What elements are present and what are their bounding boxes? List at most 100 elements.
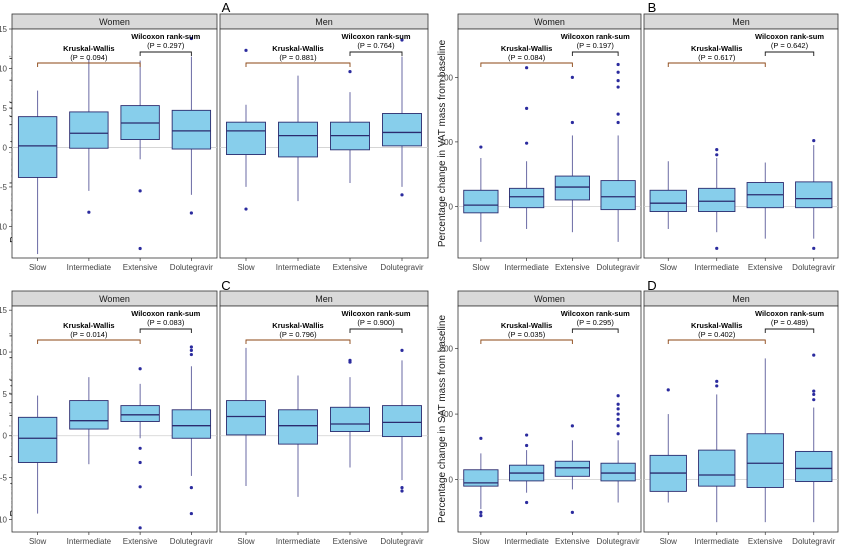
iqr-box bbox=[509, 187, 545, 209]
y-axis-label: Percentage change in VAT mass from basel… bbox=[437, 39, 448, 247]
box-dolutegravir bbox=[382, 38, 422, 197]
x-tick-label: Extensive bbox=[333, 263, 368, 272]
outlier-point bbox=[616, 402, 620, 406]
box-extensive bbox=[330, 70, 370, 183]
x-tick-label: Extensive bbox=[555, 263, 590, 272]
kruskal-wallis-p: (P = 0.617) bbox=[698, 53, 736, 62]
facet-men: Men Slow Intermediate Extensive Dolutegravir… bbox=[219, 290, 429, 546]
iqr-box bbox=[171, 409, 212, 439]
outlier-point bbox=[400, 486, 404, 490]
x-tick-label: Intermediate bbox=[695, 263, 740, 272]
facet-strip-label: Men bbox=[315, 294, 333, 304]
panel-letter: B bbox=[648, 0, 657, 15]
outlier-point bbox=[715, 246, 719, 250]
facet-women: Women Slow Intermediate Extensive Dolutegrav… bbox=[11, 290, 218, 546]
box-slow bbox=[17, 395, 58, 514]
outlier-point bbox=[189, 345, 193, 349]
x-tick-label: Intermediate bbox=[67, 263, 112, 272]
kruskal-wallis-p: (P = 0.402) bbox=[698, 330, 736, 339]
x-tick-label: Slow bbox=[660, 537, 678, 546]
x-tick-label: Extensive bbox=[748, 263, 783, 272]
box-dolutegravir bbox=[600, 62, 636, 242]
facet-strip-label: Men bbox=[315, 17, 333, 27]
iqr-box bbox=[226, 400, 266, 436]
kruskal-wallis-label: Kruskal-Wallis bbox=[63, 44, 114, 53]
box-intermediate bbox=[509, 66, 545, 229]
facet-plot-area bbox=[457, 28, 642, 259]
y-tick-label: 15 bbox=[0, 306, 8, 315]
outlier-point bbox=[715, 379, 719, 383]
iqr-box bbox=[382, 113, 422, 147]
outlier-point bbox=[666, 388, 670, 392]
outlier-point bbox=[138, 367, 142, 371]
outlier-point bbox=[616, 62, 620, 67]
kruskal-wallis-bracket bbox=[245, 339, 351, 344]
kruskal-wallis-bracket bbox=[667, 62, 766, 67]
outlier-point bbox=[348, 358, 352, 363]
kruskal-wallis-bracket bbox=[37, 339, 141, 344]
kruskal-wallis-p: (P = 0.035) bbox=[508, 330, 546, 339]
kruskal-wallis-p: (P = 0.881) bbox=[279, 53, 317, 62]
outlier-point bbox=[715, 384, 719, 388]
outlier-point bbox=[616, 432, 620, 436]
outlier-point bbox=[87, 210, 91, 214]
iqr-box bbox=[463, 189, 499, 214]
wilcoxon-bracket bbox=[571, 51, 619, 56]
wilcoxon-p: (P = 0.764) bbox=[357, 41, 395, 50]
iqr-box bbox=[226, 121, 266, 156]
outlier-point bbox=[479, 514, 483, 518]
wilcoxon-p: (P = 0.295) bbox=[577, 318, 615, 327]
outlier-point bbox=[400, 38, 404, 42]
outlier-point bbox=[715, 148, 719, 152]
x-tick-label: Intermediate bbox=[276, 537, 321, 546]
wilcoxon-p: (P = 0.297) bbox=[147, 41, 185, 50]
box-dolutegravir bbox=[171, 345, 212, 516]
x-tick-label: Extensive bbox=[748, 537, 783, 546]
wilcoxon-bracket bbox=[571, 328, 619, 333]
outlier-point bbox=[525, 500, 529, 505]
outlier-point bbox=[244, 207, 248, 211]
x-tick-label: Dolutegravir bbox=[792, 263, 835, 272]
outlier-point bbox=[348, 70, 352, 74]
x-tick-label: Intermediate bbox=[67, 537, 112, 546]
facet-plot-area bbox=[643, 28, 839, 259]
y-tick-label: 0 bbox=[449, 476, 454, 485]
kruskal-wallis-label: Kruskal-Wallis bbox=[501, 321, 552, 330]
facet-women: Women Slow Intermediate Extensive Dolutegrav… bbox=[457, 290, 642, 546]
outlier-point bbox=[189, 511, 193, 516]
iqr-box bbox=[278, 121, 318, 158]
box-extensive bbox=[746, 162, 784, 239]
box-extensive bbox=[120, 367, 160, 530]
wilcoxon-p: (P = 0.642) bbox=[771, 41, 809, 50]
outlier-point bbox=[400, 193, 404, 197]
y-tick-label: 5 bbox=[3, 104, 8, 113]
box-dolutegravir bbox=[382, 348, 422, 493]
facet-men: Men Slow Intermediate Extensive Dolutegravir… bbox=[219, 13, 429, 272]
outlier-point bbox=[138, 526, 142, 530]
iqr-box bbox=[463, 469, 499, 487]
outlier-point bbox=[570, 120, 574, 125]
kruskal-wallis-bracket bbox=[480, 339, 573, 344]
y-tick-label: 5 bbox=[3, 390, 8, 399]
outlier-point bbox=[479, 510, 483, 514]
x-tick-label: Extensive bbox=[555, 537, 590, 546]
kruskal-wallis-bracket bbox=[667, 339, 766, 344]
kruskal-wallis-bracket bbox=[37, 62, 141, 67]
outlier-point bbox=[479, 436, 483, 440]
iqr-box bbox=[17, 116, 58, 178]
iqr-box bbox=[171, 109, 212, 150]
outlier-point bbox=[812, 353, 816, 357]
box-slow bbox=[17, 90, 58, 255]
x-tick-label: Slow bbox=[472, 263, 490, 272]
y-tick-label: 200 bbox=[440, 345, 454, 354]
kruskal-wallis-p: (P = 0.094) bbox=[70, 53, 108, 62]
outlier-point bbox=[400, 489, 404, 493]
facet-strip-label: Women bbox=[99, 294, 130, 304]
wilcoxon-bracket bbox=[139, 328, 192, 333]
wilcoxon-label: Wilcoxon rank-sum bbox=[341, 309, 410, 318]
y-tick-label: -10 bbox=[0, 515, 8, 524]
x-tick-label: Intermediate bbox=[695, 537, 740, 546]
iqr-box bbox=[600, 462, 636, 482]
wilcoxon-label: Wilcoxon rank-sum bbox=[131, 309, 200, 318]
